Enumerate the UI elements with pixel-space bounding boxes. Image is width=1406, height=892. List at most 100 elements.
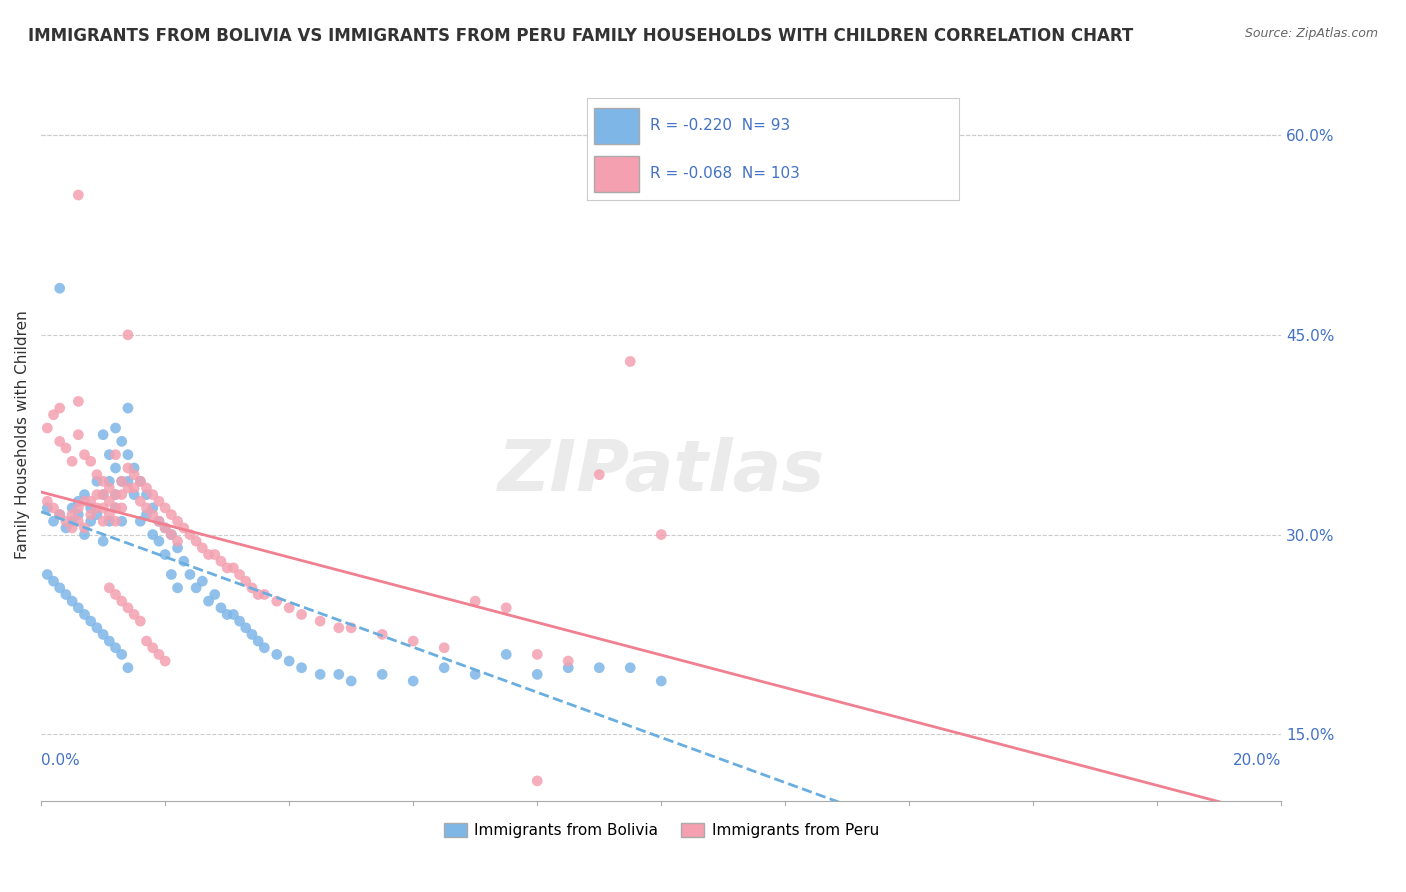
Point (526, 648, 548, 662)
Point (122, 467, 145, 482)
Point (37, 500, 59, 515)
Point (80, 508, 103, 522)
Point (104, 448, 127, 462)
Point (186, 581, 208, 595)
Point (73, 527, 96, 541)
Point (135, 508, 157, 522)
Point (73, 521, 96, 535)
Point (48, 281, 70, 295)
Point (402, 634, 425, 648)
Point (278, 654, 301, 668)
Point (148, 494, 170, 508)
Point (80, 454, 103, 468)
Point (309, 614, 332, 628)
Point (60, 594, 83, 608)
Text: IMMIGRANTS FROM BOLIVIA VS IMMIGRANTS FROM PERU FAMILY HOUSEHOLDS WITH CHILDREN : IMMIGRANTS FROM BOLIVIA VS IMMIGRANTS FR… (28, 27, 1133, 45)
Point (122, 607, 145, 622)
Point (129, 614, 152, 628)
Point (98, 448, 121, 462)
Point (48, 508, 70, 522)
Point (650, 673, 672, 688)
Point (91, 534, 114, 549)
Point (42, 574, 65, 589)
Point (235, 574, 257, 589)
Point (433, 640, 456, 655)
Point (526, 667, 548, 681)
Point (129, 475, 152, 489)
Point (67, 188, 90, 202)
Point (464, 667, 486, 681)
Point (98, 634, 121, 648)
Point (91, 627, 114, 641)
Point (104, 587, 127, 601)
Point (135, 488, 157, 502)
Point (55, 441, 77, 455)
Point (111, 434, 134, 449)
Legend: Immigrants from Bolivia, Immigrants from Peru: Immigrants from Bolivia, Immigrants from… (437, 817, 884, 845)
Point (122, 461, 145, 475)
Point (433, 661, 456, 675)
Point (86, 621, 108, 635)
Point (328, 667, 350, 681)
Point (60, 454, 83, 468)
Point (111, 475, 134, 489)
Point (191, 541, 214, 555)
Point (117, 481, 139, 495)
Point (117, 475, 139, 489)
Point (111, 488, 134, 502)
Point (179, 527, 201, 541)
Point (42, 514, 65, 528)
Point (166, 534, 188, 549)
Point (80, 494, 103, 508)
Point (86, 467, 108, 482)
Point (247, 587, 270, 601)
Point (60, 514, 83, 528)
Point (111, 594, 134, 608)
Point (91, 488, 114, 502)
Point (588, 661, 610, 675)
Point (290, 661, 312, 675)
Point (129, 475, 152, 489)
Point (290, 607, 312, 622)
Point (619, 661, 641, 675)
Point (160, 527, 183, 541)
Point (111, 475, 134, 489)
Point (67, 494, 90, 508)
Point (80, 614, 103, 628)
Point (104, 500, 127, 515)
Point (86, 508, 108, 522)
Point (104, 500, 127, 515)
Point (160, 567, 183, 582)
Point (142, 527, 165, 541)
Point (98, 481, 121, 495)
Point (253, 587, 276, 601)
Point (209, 600, 232, 615)
Point (129, 514, 152, 528)
Point (122, 481, 145, 495)
Point (209, 554, 232, 568)
Point (204, 548, 226, 562)
Point (117, 461, 139, 475)
Point (235, 621, 257, 635)
Point (266, 594, 288, 608)
Point (98, 514, 121, 528)
Point (37, 494, 59, 508)
Point (309, 667, 332, 681)
Point (278, 600, 301, 615)
Point (60, 508, 83, 522)
Point (240, 627, 263, 641)
Point (37, 567, 59, 582)
Point (111, 500, 134, 515)
Point (160, 527, 183, 541)
Point (111, 648, 134, 662)
Point (104, 488, 127, 502)
Point (104, 514, 127, 528)
Text: 0.0%: 0.0% (41, 753, 80, 768)
Point (86, 488, 108, 502)
Point (55, 514, 77, 528)
Point (67, 394, 90, 409)
Point (266, 648, 288, 662)
Point (402, 673, 425, 688)
Point (179, 567, 201, 582)
Point (91, 475, 114, 489)
